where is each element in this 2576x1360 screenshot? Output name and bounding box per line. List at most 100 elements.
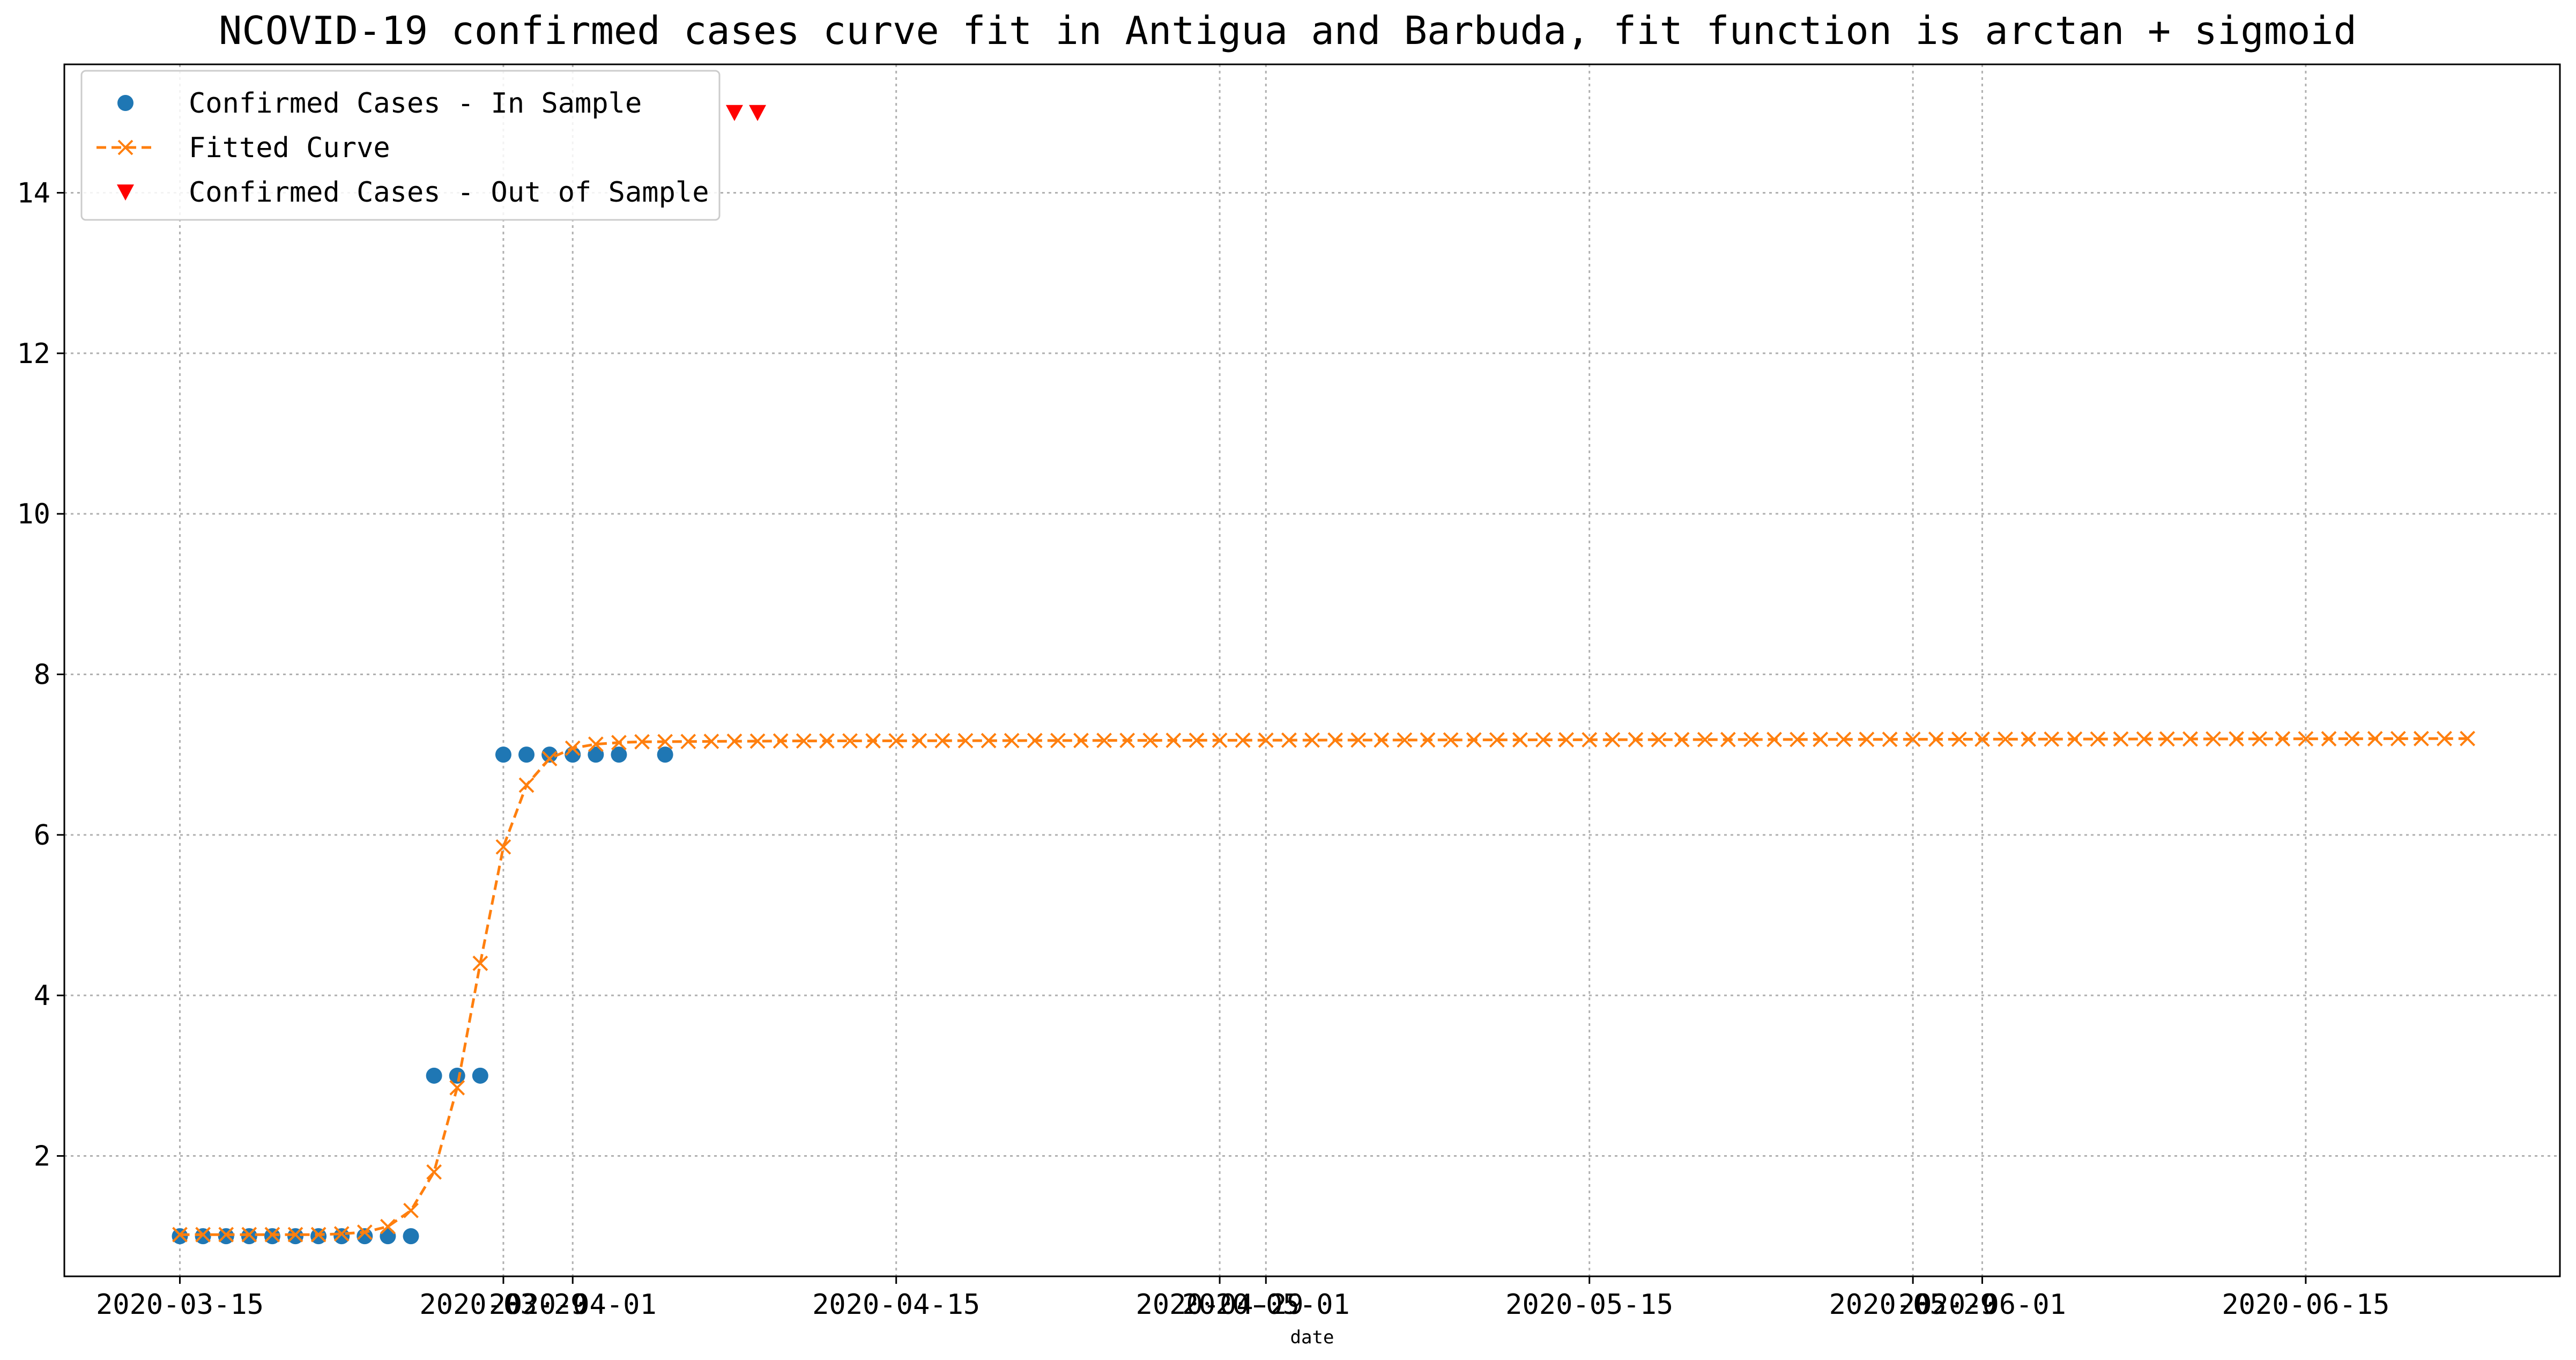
fitted-curve-point: [1882, 731, 1898, 748]
fitted-curve-point: [842, 733, 858, 749]
data-point: [333, 1228, 350, 1245]
data-point: [472, 1067, 488, 1084]
fitted-curve-point: [1142, 733, 1159, 748]
fitted-curve-point: [218, 1226, 234, 1243]
fitted-curve-point: [495, 839, 511, 855]
fitted-curve-point: [2021, 731, 2037, 747]
fitted-curve-point: [2413, 730, 2429, 746]
fitted-curve-point: [1258, 732, 1274, 748]
fitted-curve-point: [518, 777, 534, 793]
fitted-curve-point: [1304, 732, 1320, 748]
legend-item: Confirmed Cases - In Sample: [117, 87, 642, 120]
fitted-curve-point: [934, 733, 951, 749]
fitted-curve-point: [2275, 731, 2291, 747]
fitted-curve-point: [588, 736, 604, 752]
data-series: [172, 105, 2476, 1245]
fitted-curve-point: [1766, 731, 1782, 748]
legend-label: Confirmed Cases - In Sample: [189, 87, 642, 120]
fitted-curve-point: [1489, 732, 1505, 748]
data-point: [264, 1228, 280, 1245]
fitted-curve-point: [1096, 733, 1112, 749]
fitted-curve-point: [2390, 730, 2406, 746]
x-tick-label: 2020-03-29: [419, 1289, 587, 1321]
data-point: [725, 105, 743, 121]
fitted-curve-point: [357, 1224, 373, 1240]
fitted-curve-point: [2344, 731, 2360, 746]
fitted-curve-point: [287, 1226, 303, 1243]
fitted-curve-point: [911, 733, 927, 749]
fitted-curve-point: [241, 1226, 257, 1243]
fitted-curve-point: [1674, 731, 1690, 748]
fitted-curve-point: [1998, 731, 2013, 747]
data-point: [403, 1228, 419, 1245]
legend-marker: [117, 139, 133, 156]
fitted-curve-point: [749, 733, 766, 749]
data-point: [449, 1067, 465, 1084]
grid-lines: [64, 64, 2560, 1276]
data-point: [426, 1067, 442, 1084]
fitted-curve-point: [1004, 733, 1020, 749]
fitted-curve-point: [773, 733, 789, 749]
fitted-curve-point: [2182, 731, 2198, 747]
fitted-curve-point: [888, 733, 904, 749]
legend-marker: [117, 184, 134, 201]
fitted-curve-point: [1374, 732, 1390, 748]
fitted-curve-point: [957, 733, 974, 749]
fitted-curve-point: [1790, 731, 1806, 748]
fitted-curve-point: [1443, 732, 1459, 748]
fitted-curve-point: [1813, 731, 1829, 748]
fitted-curve-point: [1605, 731, 1621, 748]
fitted-curve-point: [195, 1226, 211, 1243]
fitted-curve-point: [1281, 732, 1297, 748]
fitted-curve-point: [2067, 731, 2083, 747]
y-tick-label: 8: [34, 659, 50, 691]
fitted-curve-point: [2229, 731, 2244, 747]
series-1: [172, 730, 2476, 1243]
fitted-curve-point: [2252, 731, 2268, 747]
data-point: [195, 1228, 211, 1245]
data-point: [541, 746, 558, 763]
series-0: [172, 746, 673, 1245]
fitted-curve-point: [2113, 731, 2129, 747]
legend-item: Confirmed Cases - Out of Sample: [117, 176, 709, 209]
fitted-curve-point: [1905, 731, 1921, 748]
fitted-curve-point: [2090, 731, 2106, 747]
chart-title: NCOVID-19 confirmed cases curve fit in A…: [219, 8, 2357, 53]
fitted-curve-point: [1582, 731, 1598, 748]
y-tick-label: 2: [34, 1140, 50, 1172]
x-tick-label: 2020-03-15: [96, 1289, 264, 1321]
data-point: [218, 1228, 234, 1245]
fitted-curve-point: [310, 1226, 326, 1243]
fitted-curve-point: [1928, 731, 1944, 747]
fitted-curve-point: [2321, 731, 2337, 746]
fitted-curve-point: [172, 1226, 188, 1243]
x-tick-label: 2020-05-01: [1182, 1289, 1350, 1321]
fitted-curve-point: [1466, 732, 1482, 748]
y-tick-label: 12: [17, 338, 50, 370]
fitted-curve-point: [1189, 733, 1205, 748]
fitted-curve-point: [1512, 732, 1528, 748]
data-point: [495, 746, 511, 763]
fitted-curve-point: [565, 740, 581, 756]
fitted-curve-point: [981, 733, 997, 749]
fitted-curve-point: [380, 1218, 396, 1235]
plot-area-frame: [63, 63, 2561, 1277]
data-point: [588, 746, 604, 763]
fitted-curve-point: [1697, 731, 1713, 748]
fitted-curve-point: [1859, 731, 1875, 748]
fitted-curve-point: [333, 1226, 350, 1242]
fitted-curve-point: [1397, 732, 1413, 748]
fitted-curve-point: [680, 734, 696, 750]
fitted-curve-point: [796, 733, 812, 749]
fitted-curve-point: [1974, 731, 1990, 747]
fitted-curve-point: [1350, 732, 1367, 748]
fitted-curve-point: [1212, 732, 1228, 748]
data-point: [172, 1228, 188, 1245]
data-point: [611, 746, 627, 763]
fitted-curve-point: [2206, 731, 2221, 747]
fitted-curve-point: [264, 1226, 280, 1243]
fitted-curve-point: [2044, 731, 2060, 747]
fitted-curve-point: [657, 734, 673, 750]
fitted-curve-point: [1720, 731, 1736, 748]
